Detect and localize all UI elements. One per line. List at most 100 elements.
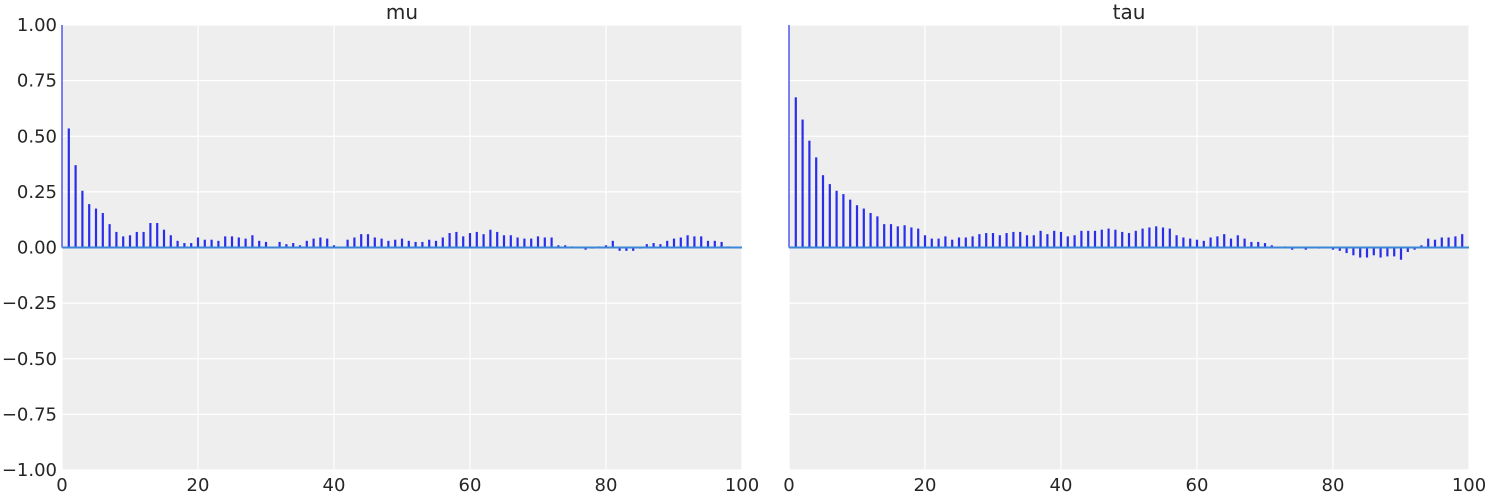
acf-bar (957, 237, 961, 248)
acf-bar (1100, 229, 1103, 248)
x-tick-label: 0 (56, 475, 67, 496)
acf-bar (632, 247, 635, 251)
acf-bar (1012, 231, 1015, 248)
acf-bar (985, 233, 988, 248)
acf-bar (584, 247, 587, 250)
acf-bar (1440, 237, 1443, 248)
acf-bar (652, 243, 655, 248)
acf-bar (910, 227, 913, 248)
panel-2: 0 20 40 60 80 100 tau (783, 0, 1486, 496)
acf-bar (815, 157, 818, 248)
acf-bar (509, 235, 512, 248)
acf-bar (1189, 238, 1192, 248)
acf-bar (1420, 245, 1423, 248)
acf-bar (394, 239, 397, 248)
acf-bar (625, 247, 628, 251)
acf-bar (557, 245, 560, 248)
acf-bar (210, 239, 213, 248)
acf-bar (81, 190, 84, 248)
acf-bar (1059, 231, 1063, 248)
acf-bar (196, 237, 200, 248)
acf-bar (1114, 229, 1117, 248)
acf-bar (896, 226, 899, 248)
acf-bar (115, 231, 118, 248)
acf-bar (366, 234, 370, 248)
acf-bar (1270, 245, 1273, 248)
acf-bar (611, 240, 614, 248)
acf-bar (951, 239, 954, 248)
acf-bar (1087, 230, 1090, 248)
acf-bar (998, 235, 1001, 248)
acf-bar (1393, 247, 1396, 257)
acf-bar (1454, 236, 1457, 248)
acf-bar (550, 237, 553, 248)
acf-bar (842, 194, 845, 248)
y-tick-label: −1.00 (2, 460, 57, 481)
acf-bar (142, 231, 145, 248)
acf-bar (1202, 240, 1205, 248)
acf-bar (1223, 234, 1226, 248)
acf-bar (264, 241, 268, 248)
acf-bar (1461, 234, 1464, 248)
acf-bar (190, 243, 193, 248)
acf-bar (468, 233, 472, 248)
acf-bar (149, 223, 152, 248)
acf-bar (1263, 243, 1267, 248)
acf-bar (1257, 241, 1260, 248)
acf-bar (1243, 238, 1246, 248)
acf-bar (285, 244, 288, 248)
acf-bar (387, 240, 390, 248)
acf-bar (1019, 231, 1022, 248)
acf-bar (414, 241, 417, 248)
acf-bar (1107, 228, 1110, 248)
acf-bar (645, 244, 648, 248)
acf-bar (353, 237, 356, 248)
x-tick-label: 100 (725, 475, 759, 496)
acf-bar (292, 243, 295, 248)
acf-bar (61, 25, 63, 248)
acf-bar (991, 233, 995, 248)
acf-bar (917, 228, 920, 248)
acf-bar (108, 224, 111, 248)
acf-bar (944, 236, 947, 248)
acf-bar (523, 238, 526, 248)
acf-bar (360, 234, 363, 248)
acf-bar (489, 229, 492, 248)
acf-bar (1127, 233, 1131, 248)
acf-bar (788, 25, 790, 248)
acf-bar (937, 238, 940, 248)
acf-bar (889, 224, 893, 248)
acf-bar (496, 231, 499, 248)
acf-bar (1066, 236, 1069, 248)
acf-bar (530, 238, 533, 248)
x-tick-label: 40 (323, 475, 346, 496)
acf-bar (1433, 239, 1437, 248)
acf-bar (659, 244, 662, 248)
x-tick-label: 60 (459, 475, 482, 496)
acf-bar (407, 240, 410, 248)
acf-bar (1338, 247, 1341, 251)
acf-bar (686, 235, 689, 248)
acf-bar (298, 245, 302, 248)
acf-bar (1406, 247, 1409, 252)
acf-bar (373, 237, 376, 248)
acf-bar (672, 238, 676, 248)
acf-bar (876, 216, 879, 248)
acf-bar (1447, 237, 1450, 248)
acf-bar (1372, 247, 1375, 256)
acf-bar (1386, 247, 1389, 257)
acf-bar (862, 208, 865, 248)
x-tick-label: 20 (187, 475, 210, 496)
acf-bar (1161, 227, 1165, 248)
acf-bar (855, 205, 859, 248)
acf-bar (169, 235, 172, 248)
acf-bar (1399, 247, 1403, 260)
acf-bar (400, 238, 404, 248)
acf-bar (448, 233, 451, 248)
acf-bar (1005, 233, 1008, 248)
acf-bar (828, 184, 831, 248)
acf-bar (801, 119, 804, 248)
acf-bar (203, 239, 206, 248)
y-tick-label: 0.75 (17, 71, 57, 92)
acf-bar (821, 175, 825, 248)
